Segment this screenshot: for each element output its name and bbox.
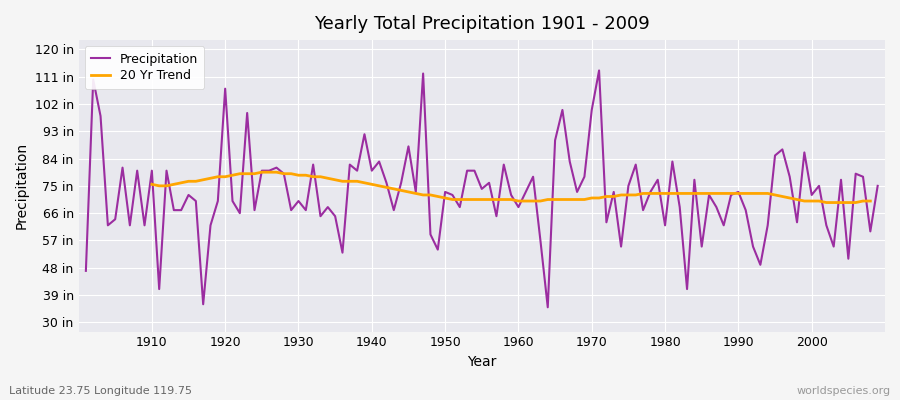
20 Yr Trend (322, 176, 333, 181)
20 Yr Trend (345, 179, 356, 184)
Precipitation (80, 268, 91, 273)
Y-axis label: Precipitation: Precipitation (15, 142, 29, 230)
20 Yr Trend (374, 184, 384, 188)
Precipitation (872, 184, 883, 188)
Text: Latitude 23.75 Longitude 119.75: Latitude 23.75 Longitude 119.75 (9, 386, 192, 396)
Precipitation (301, 208, 311, 212)
Precipitation (543, 305, 553, 310)
Precipitation (594, 68, 605, 73)
X-axis label: Year: Year (467, 355, 497, 369)
Precipitation (140, 223, 150, 228)
Title: Yearly Total Precipitation 1901 - 2009: Yearly Total Precipitation 1901 - 2009 (314, 15, 650, 33)
Line: 20 Yr Trend: 20 Yr Trend (152, 172, 870, 202)
Text: worldspecies.org: worldspecies.org (796, 386, 891, 396)
20 Yr Trend (535, 199, 545, 204)
Precipitation (513, 205, 524, 210)
20 Yr Trend (718, 191, 729, 196)
20 Yr Trend (821, 200, 832, 205)
20 Yr Trend (147, 182, 158, 187)
Legend: Precipitation, 20 Yr Trend: Precipitation, 20 Yr Trend (85, 46, 204, 89)
Precipitation (506, 192, 517, 197)
Precipitation (345, 162, 356, 167)
20 Yr Trend (865, 199, 876, 204)
Line: Precipitation: Precipitation (86, 70, 878, 307)
Precipitation (616, 244, 626, 249)
20 Yr Trend (513, 199, 524, 204)
20 Yr Trend (256, 170, 267, 174)
